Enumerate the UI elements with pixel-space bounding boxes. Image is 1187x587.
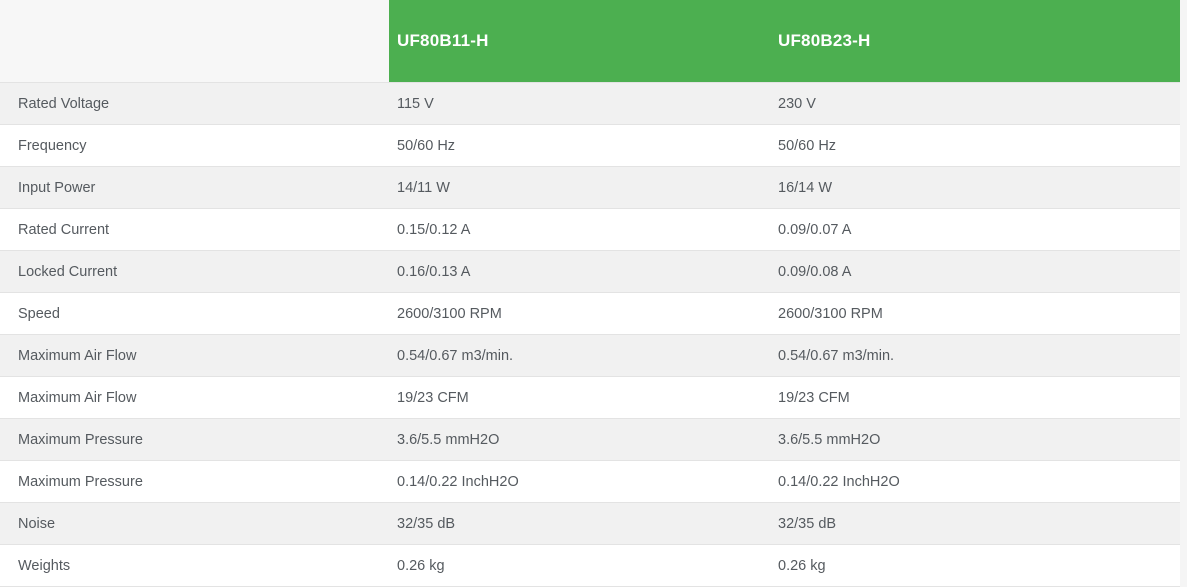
spec-label-cell: Weights xyxy=(0,544,389,587)
table-row: Input Power 14/11 W 16/14 W xyxy=(0,166,1180,209)
spec-label-cell: Rated Current xyxy=(0,208,389,251)
table-row: Maximum Pressure 0.14/0.22 InchH2O 0.14/0.… xyxy=(0,460,1180,503)
table-row: Maximum Air Flow 0.54/0.67 m3/min. 0.54/0.… xyxy=(0,334,1180,377)
spec-label-cell: Maximum Air Flow xyxy=(0,334,389,377)
spec-value-cell-model-2: 3.6/5.5 mmH2O xyxy=(770,418,1180,461)
table-row: Noise 32/35 dB 32/35 dB xyxy=(0,502,1180,545)
spec-value-cell-model-1: 0.16/0.13 A xyxy=(389,250,770,293)
spec-value-cell-model-1: 0.15/0.12 A xyxy=(389,208,770,251)
spec-value-cell-model-1: 2600/3100 RPM xyxy=(389,292,770,335)
spec-value-cell-model-1: 0.14/0.22 InchH2O xyxy=(389,460,770,503)
spec-value-cell-model-2: 16/14 W xyxy=(770,166,1180,209)
spec-value-cell-model-2: 0.26 kg xyxy=(770,544,1180,587)
model-column-header-1: UF80B11-H xyxy=(389,0,770,83)
spec-label-cell: Noise xyxy=(0,502,389,545)
spec-value-cell-model-2: 2600/3100 RPM xyxy=(770,292,1180,335)
spec-label-cell: Speed xyxy=(0,292,389,335)
spec-value-cell-model-2: 0.09/0.08 A xyxy=(770,250,1180,293)
table-row: Weights 0.26 kg 0.26 kg xyxy=(0,544,1180,587)
table-row: Maximum Pressure 3.6/5.5 mmH2O 3.6/5.5 mmH… xyxy=(0,418,1180,461)
table-header: UF80B11-H UF80B23-H xyxy=(0,0,1180,83)
table-row: Frequency 50/60 Hz 50/60 Hz xyxy=(0,124,1180,167)
spec-value-cell-model-1: 3.6/5.5 mmH2O xyxy=(389,418,770,461)
spec-value-cell-model-1: 19/23 CFM xyxy=(389,376,770,419)
table-row: Rated Current 0.15/0.12 A 0.09/0.07 A xyxy=(0,208,1180,251)
header-row: UF80B11-H UF80B23-H xyxy=(0,0,1180,83)
spec-value-cell-model-1: 0.54/0.67 m3/min. xyxy=(389,334,770,377)
spec-label-cell: Maximum Pressure xyxy=(0,418,389,461)
table-body: Rated Voltage 115 V 230 V Frequency 50/60 Hz… xyxy=(0,82,1180,587)
spec-value-cell-model-1: 32/35 dB xyxy=(389,502,770,545)
spec-value-cell-model-2: 50/60 Hz xyxy=(770,124,1180,167)
spec-value-cell-model-1: 50/60 Hz xyxy=(389,124,770,167)
spec-value-cell-model-2: 32/35 dB xyxy=(770,502,1180,545)
spec-label-cell: Maximum Air Flow xyxy=(0,376,389,419)
spec-label-cell: Frequency xyxy=(0,124,389,167)
spec-label-column-header xyxy=(0,0,389,83)
spec-label-cell: Maximum Pressure xyxy=(0,460,389,503)
spec-value-cell-model-1: 0.26 kg xyxy=(389,544,770,587)
spec-label-cell: Input Power xyxy=(0,166,389,209)
spec-value-cell-model-2: 230 V xyxy=(770,82,1180,125)
table-row: Maximum Air Flow 19/23 CFM 19/23 CFM xyxy=(0,376,1180,419)
spec-value-cell-model-1: 115 V xyxy=(389,82,770,125)
spec-label-cell: Locked Current xyxy=(0,250,389,293)
table-row: Locked Current 0.16/0.13 A 0.09/0.08 A xyxy=(0,250,1180,293)
spec-value-cell-model-2: 0.09/0.07 A xyxy=(770,208,1180,251)
spec-value-cell-model-2: 0.54/0.67 m3/min. xyxy=(770,334,1180,377)
spec-label-cell: Rated Voltage xyxy=(0,82,389,125)
spec-value-cell-model-2: 0.14/0.22 InchH2O xyxy=(770,460,1180,503)
model-column-header-2: UF80B23-H xyxy=(770,0,1180,83)
spec-value-cell-model-2: 19/23 CFM xyxy=(770,376,1180,419)
table-row: Speed 2600/3100 RPM 2600/3100 RPM xyxy=(0,292,1180,335)
spec-value-cell-model-1: 14/11 W xyxy=(389,166,770,209)
table-row: Rated Voltage 115 V 230 V xyxy=(0,82,1180,125)
